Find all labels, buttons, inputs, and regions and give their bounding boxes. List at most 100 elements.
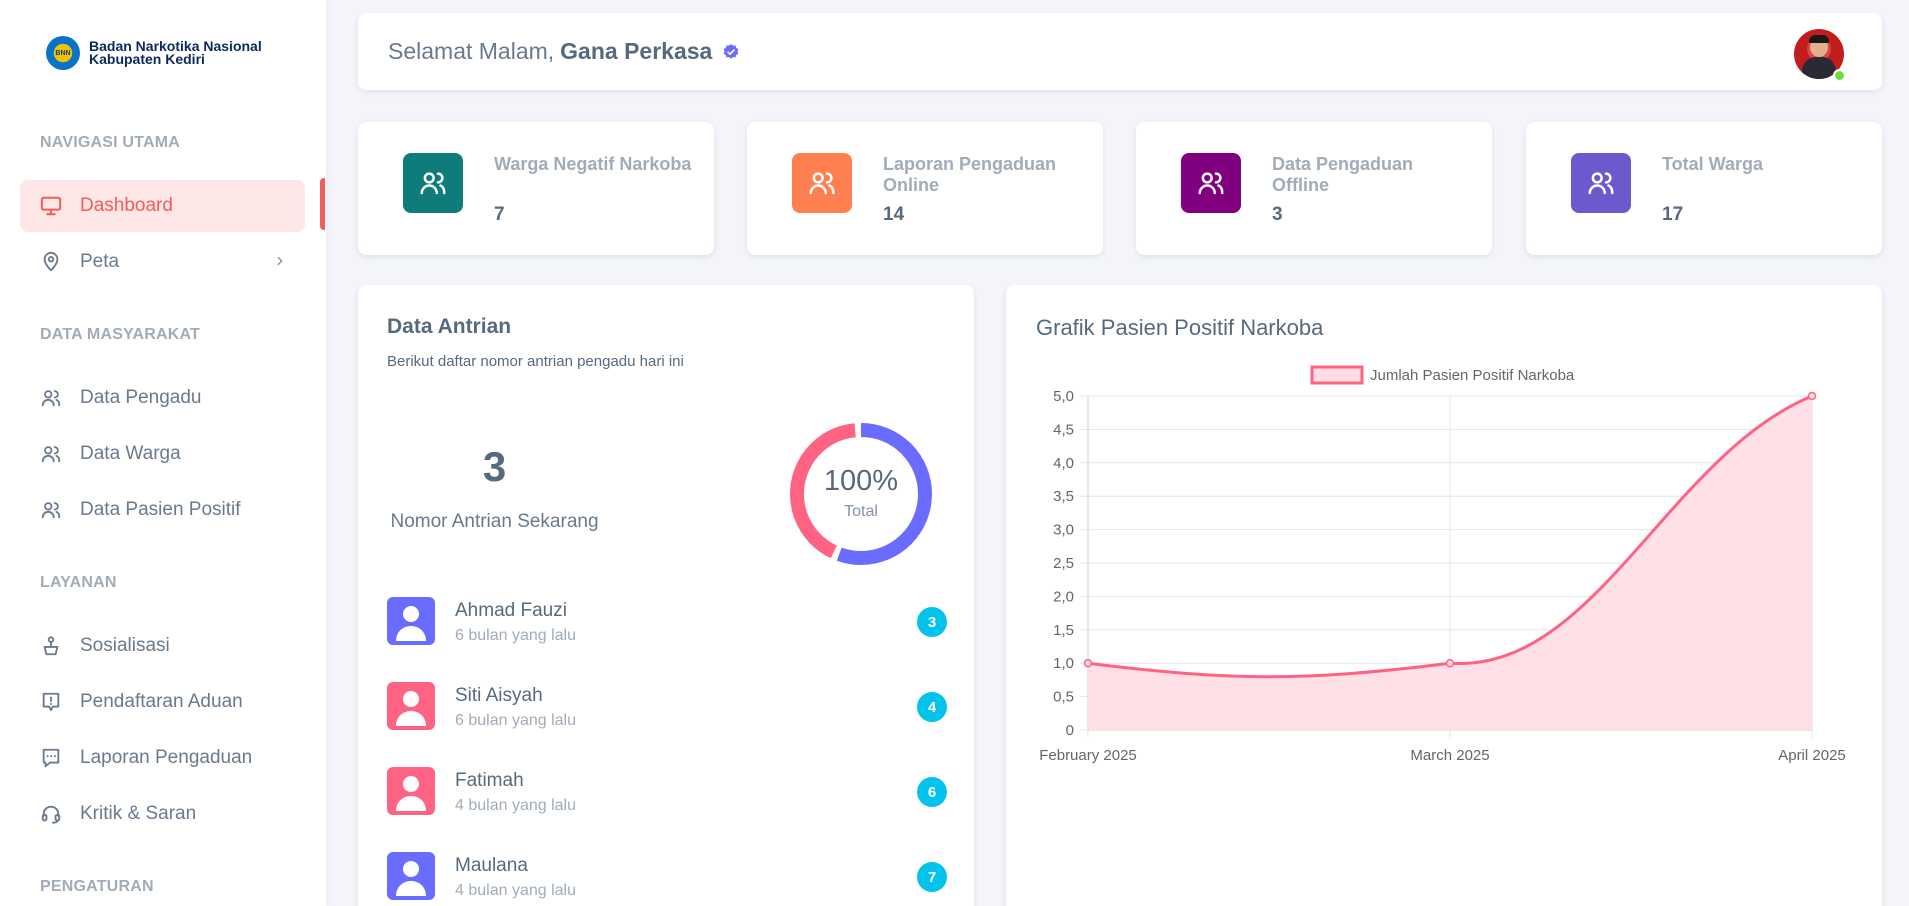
headset-icon	[40, 803, 62, 825]
stat-label: Data Pengaduan Offline	[1272, 154, 1414, 195]
queue-card: Data Antrian Berikut daftar nomor antria…	[358, 285, 974, 906]
y-tick-label: 2,0	[1053, 588, 1074, 605]
y-tick-label: 4,0	[1053, 455, 1074, 472]
sidebar-item-data-warga[interactable]: Data Warga	[20, 428, 305, 480]
stat-card-pengaduan-offline: Data Pengaduan Offline 3	[1136, 122, 1492, 255]
verified-badge-icon	[724, 43, 739, 59]
greeting-text: Selamat Malam,	[388, 38, 555, 64]
queue-list-item[interactable]: Fatimah 4 bulan yang lalu 6	[387, 767, 947, 817]
person-avatar-icon	[387, 682, 435, 730]
series-area	[1088, 396, 1812, 730]
stat-card-laporan-online: Laporan Pengaduan Online 14	[747, 122, 1103, 255]
nav-section-services: LAYANAN	[40, 574, 117, 591]
users-icon	[1181, 153, 1241, 213]
sidebar-item-laporan-pengaduan[interactable]: Laporan Pengaduan	[20, 732, 305, 784]
stat-label: Total Warga	[1662, 154, 1764, 174]
stat-value: 17	[1662, 204, 1684, 225]
person-name: Fatimah	[455, 770, 524, 791]
donut-label: Total	[844, 503, 878, 520]
brand-line-1: Badan Narkotika Nasional	[89, 38, 262, 54]
donut-segment	[790, 423, 932, 565]
sidebar-item-pendaftaran-aduan[interactable]: Pendaftaran Aduan	[20, 676, 305, 728]
y-tick-label: 0,5	[1053, 689, 1074, 706]
current-queue-number: 3	[482, 443, 507, 490]
stat-label: Warga Negatif Narkoba	[494, 154, 692, 174]
greeting: Selamat Malam, Gana Perkasa	[388, 38, 740, 65]
stat-label: Laporan Pengaduan Online	[883, 154, 1057, 195]
queue-number-badge: 7	[917, 862, 947, 892]
sidebar-item-label: Pendaftaran Aduan	[80, 691, 243, 712]
sidebar-item-label: Dashboard	[80, 195, 173, 216]
stat-value: 3	[1272, 204, 1283, 225]
person-avatar-icon	[387, 852, 435, 900]
stat-card-total-warga: Total Warga 17	[1526, 122, 1882, 255]
username: Gana Perkasa	[560, 38, 713, 64]
sidebar-item-data-pengadu[interactable]: Data Pengadu	[20, 372, 305, 424]
donut-percent: 100%	[823, 465, 899, 497]
legend-swatch	[1310, 365, 1364, 385]
podium-icon	[40, 635, 62, 657]
y-tick-label: 0	[1066, 722, 1074, 739]
users-icon	[403, 153, 463, 213]
stat-card-warga-negatif: Warga Negatif Narkoba 7	[358, 122, 714, 255]
person-time: 6 bulan yang lalu	[455, 627, 576, 644]
queue-list-item[interactable]: Siti Aisyah 6 bulan yang lalu 4	[387, 682, 947, 732]
chart-legend: Jumlah Pasien Positif Narkoba	[1310, 365, 1575, 385]
online-status-dot	[1833, 69, 1846, 82]
sidebar-item-peta[interactable]: Peta	[20, 236, 305, 288]
queue-subtitle: Berikut daftar nomor antrian pengadu har…	[387, 353, 684, 370]
map-pin-icon	[40, 251, 62, 273]
sidebar-item-data-pasien-positif[interactable]: Data Pasien Positif	[20, 484, 305, 536]
person-name: Ahmad Fauzi	[455, 600, 567, 621]
y-tick-label: 3,5	[1053, 488, 1074, 505]
sidebar-item-dashboard[interactable]: Dashboard	[20, 180, 305, 232]
area-chart: Jumlah Pasien Positif Narkoba 0 0,5 1,0 1,5 2…	[1039, 365, 1846, 764]
sidebar-item-label: Data Pengadu	[80, 387, 202, 408]
donut-segment	[790, 423, 932, 565]
avatar-body	[1802, 57, 1836, 79]
sidebar-item-label: Data Warga	[80, 443, 181, 464]
sidebar-item-label: Kritik & Saran	[80, 803, 197, 824]
bnn-logo: BNN	[46, 36, 80, 70]
brand-line-2: Kabupaten Kediri	[89, 51, 205, 67]
queue-list-item[interactable]: Ahmad Fauzi 6 bulan yang lalu 3	[387, 597, 947, 647]
brand-name: Badan Narkotika Nasional Kabupaten Kedir…	[89, 38, 262, 67]
users-icon	[40, 387, 62, 409]
chat-report-icon	[40, 747, 62, 769]
person-name: Maulana	[455, 855, 528, 876]
avatar-hair	[1809, 35, 1829, 43]
stat-value: 7	[494, 204, 505, 225]
sidebar-item-label: Sosialisasi	[80, 635, 170, 656]
series-line	[1087, 394, 1813, 679]
y-tick-label: 1,0	[1053, 655, 1074, 672]
top-navbar: Selamat Malam, Gana Perkasa	[358, 13, 1882, 90]
x-tick-label: March 2025	[1410, 747, 1489, 764]
data-point	[1807, 391, 1817, 401]
person-time: 4 bulan yang lalu	[455, 882, 576, 899]
data-point	[1445, 658, 1455, 668]
sidebar-item-sosialisasi[interactable]: Sosialisasi	[20, 620, 305, 672]
nav-section-community: DATA MASYARAKAT	[40, 326, 201, 343]
y-tick-label: 4,5	[1053, 421, 1074, 438]
queue-list-item[interactable]: Maulana 4 bulan yang lalu 7	[387, 852, 947, 902]
sidebar: BNN Badan Narkotika Nasional Kabupaten K…	[0, 0, 326, 906]
stat-value: 14	[883, 204, 905, 225]
sidebar-item-kritik-saran[interactable]: Kritik & Saran	[20, 788, 305, 840]
brand[interactable]: BNN Badan Narkotika Nasional Kabupaten K…	[46, 36, 262, 70]
active-indicator	[320, 178, 325, 230]
monitor-icon	[40, 195, 62, 217]
current-queue-label: Nomor Antrian Sekarang	[390, 511, 599, 532]
y-tick-label: 1,5	[1053, 622, 1074, 639]
sidebar-item-label: Laporan Pengaduan	[80, 747, 253, 768]
users-icon	[40, 499, 62, 521]
chevron-right-icon	[273, 252, 287, 274]
y-tick-label: 3,0	[1053, 522, 1074, 539]
sidebar-item-label: Peta	[80, 251, 120, 272]
nav-section-main: NAVIGASI UTAMA	[40, 134, 180, 151]
person-name: Siti Aisyah	[455, 685, 543, 706]
queue-title: Data Antrian	[387, 315, 512, 338]
data-point	[1083, 658, 1093, 668]
person-avatar-icon	[387, 767, 435, 815]
y-tick-label: 5,0	[1053, 388, 1074, 405]
chart-card: Grafik Pasien Positif Narkoba Jumlah Pas…	[1006, 285, 1882, 906]
